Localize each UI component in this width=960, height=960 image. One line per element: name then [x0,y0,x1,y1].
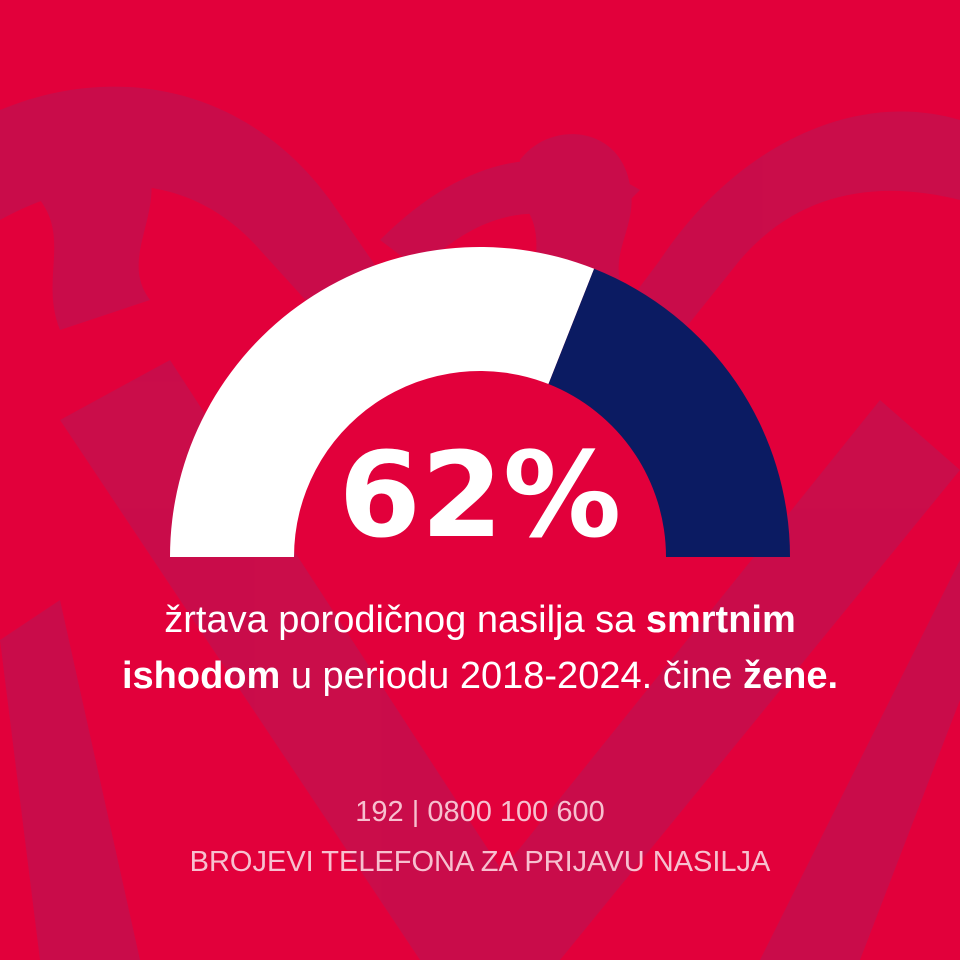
caption-line2-bold: ishodom [121,655,281,697]
gauge-segment-other [548,268,790,557]
caption-text: žrtava porodičnog nasilja sa smrtnim ish… [80,592,880,704]
percent-value-label: 62% [339,426,621,564]
caption-line2-bold-end: žene. [742,655,839,697]
pattern-x-stroke-bottom-right [760,560,960,960]
gauge-segment-women [170,246,595,557]
pattern-figure-left [40,116,152,330]
caption-line1-bold: smrtnim [645,599,796,641]
hotline-numbers: 192 | 0800 100 600 [355,796,605,828]
hotline-label: BROJEVI TELEFONA ZA PRIJAVU NASILJA [189,846,771,878]
pattern-x-stroke-right [430,400,960,960]
pattern-ribbon-right [600,111,960,360]
pattern-x-stroke-bottom-left [0,600,140,960]
caption-line1-regular: žrtava porodičnog nasilja sa [164,599,646,641]
caption-line2-regular: u periodu 2018-2024. čine [280,655,743,697]
